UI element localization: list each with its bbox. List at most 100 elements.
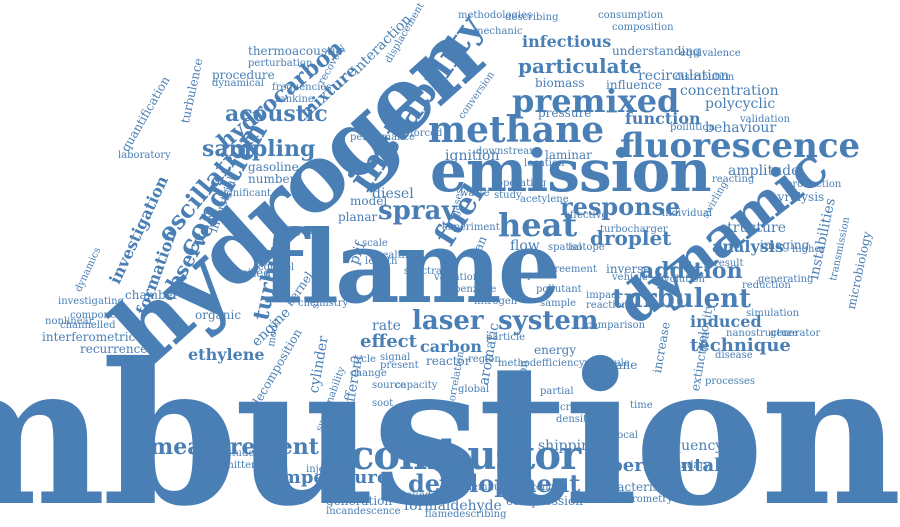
word-frequencies: frequencies [272, 82, 332, 93]
word-function: function [625, 109, 701, 128]
word-density: density [556, 414, 593, 425]
word-describing: describing [505, 12, 559, 23]
word-technique: technique [690, 335, 791, 356]
word-methane: methane [428, 109, 605, 151]
word-planar: planar [338, 210, 378, 224]
word-rankine: rankine [275, 94, 314, 105]
word-inverse: inverse [606, 262, 651, 276]
word-efficiency: efficiency [536, 358, 585, 369]
word-spray: spray [378, 196, 457, 226]
word-induced: induced [690, 312, 762, 331]
word-intermittency: intermittency [200, 460, 269, 471]
word-rate: rate [372, 318, 401, 334]
word-ethylene: ethylene [188, 345, 265, 364]
word-magnitude: magnitude [200, 448, 255, 459]
word-experiment: experiment [442, 222, 500, 233]
word-forced: forced [410, 128, 443, 139]
word-heat: heat [498, 206, 578, 244]
word-temperature: temperature [262, 467, 389, 488]
word-present: present [380, 360, 419, 371]
word-benzene: benzene [454, 284, 497, 295]
word-interferometric: interferometric [42, 330, 136, 344]
word-cycle: cycle [350, 354, 376, 365]
word-simulation: simulation [746, 308, 800, 319]
word-vehicle: vehicle [612, 272, 648, 283]
word-length: length [365, 256, 398, 267]
word-influence: influence [606, 78, 662, 92]
word-shipping: shipping [538, 438, 600, 454]
word-structure: structure [720, 220, 786, 236]
word-frequency: frequency [652, 438, 724, 454]
word-incandescence: incandescence [326, 506, 401, 517]
word-channelled: channelled [60, 320, 116, 331]
word-perturbation: perturbation [248, 58, 313, 69]
word-dynamics: dynamics [73, 245, 104, 294]
word-biomass: biomass [535, 76, 585, 90]
word-location: location [524, 158, 565, 169]
word-sample: sample [540, 298, 577, 309]
word-amplitude: amplitude [728, 163, 800, 179]
word-impact: impact [586, 290, 621, 301]
word-chamber: chamber [125, 288, 179, 302]
word-analysis: analysis [712, 237, 784, 256]
word-response: response [560, 192, 681, 221]
word-characteristic: characteristic [590, 480, 675, 494]
word-study: study [494, 190, 522, 201]
word-performance: performance [350, 132, 416, 143]
word-downstream: downstream [476, 146, 539, 157]
word-nanostructure: nanostructure [726, 328, 798, 339]
word-pollutant: pollutant [536, 284, 582, 295]
word-combustor: combustor [350, 432, 581, 479]
word-laboratory: laboratory [118, 150, 171, 161]
word-flow: flow [510, 238, 540, 254]
word-maritime: maritime [282, 226, 329, 237]
word-validation: validation [740, 114, 791, 125]
word-energy: energy [534, 343, 577, 357]
word-sampling: sampling [202, 136, 316, 162]
word-detailed: detailed [390, 490, 432, 501]
word-processes: processes [705, 376, 756, 387]
word-infectious: infectious [522, 32, 612, 51]
word-generating: generating [758, 274, 814, 285]
word-pollution: pollution [670, 122, 715, 133]
word-reaction: reaction [586, 300, 628, 311]
word-soot: soot [372, 398, 394, 409]
word-acetylene: acetylene [520, 194, 569, 205]
word-droplet: droplet [590, 226, 672, 250]
word-operating: operating [497, 178, 547, 189]
word-recirculation: recirculation [638, 68, 730, 84]
word-chemistry: chemistry [298, 298, 349, 309]
word-turbocharger: turbocharger [600, 224, 668, 235]
word-health: health [376, 250, 408, 261]
word-chemiluminescence: chemiluminescence [460, 482, 560, 493]
word-microbiology: microbiology [844, 230, 875, 311]
word-number: number [248, 172, 296, 186]
word-equivalence: equivalence [680, 48, 741, 59]
word-secondary: secondary [658, 460, 710, 471]
word-production: production [786, 179, 842, 190]
word-spatial: spatial [548, 242, 582, 253]
word-model: model [350, 194, 388, 208]
word-local: local [614, 430, 638, 441]
word-interferometry: interferometry [598, 494, 673, 505]
word-scale: scale [362, 238, 388, 249]
word-significant: significant [218, 188, 272, 199]
word-combustion: combustion [0, 320, 900, 527]
word-partial: partial [540, 386, 574, 397]
word-time: time [630, 400, 653, 411]
word-behaviour: behaviour [705, 120, 777, 136]
word-concentration: concentration [680, 83, 779, 99]
word-global: global [458, 384, 490, 395]
word-excited: excited [227, 266, 272, 280]
word-carbon: carbon [420, 337, 483, 356]
word-fluorescence: fluorescence [620, 126, 861, 166]
word-pressure: pressure [538, 106, 592, 120]
word-generator: generator [770, 328, 821, 339]
word-quantification: quantification [118, 73, 173, 154]
word-heptane: heptane [588, 358, 638, 372]
word-gasoline: gasoline [248, 160, 299, 174]
word-source: source [372, 380, 406, 391]
word-variation: variation [434, 272, 480, 283]
word-disease: disease [715, 350, 753, 361]
